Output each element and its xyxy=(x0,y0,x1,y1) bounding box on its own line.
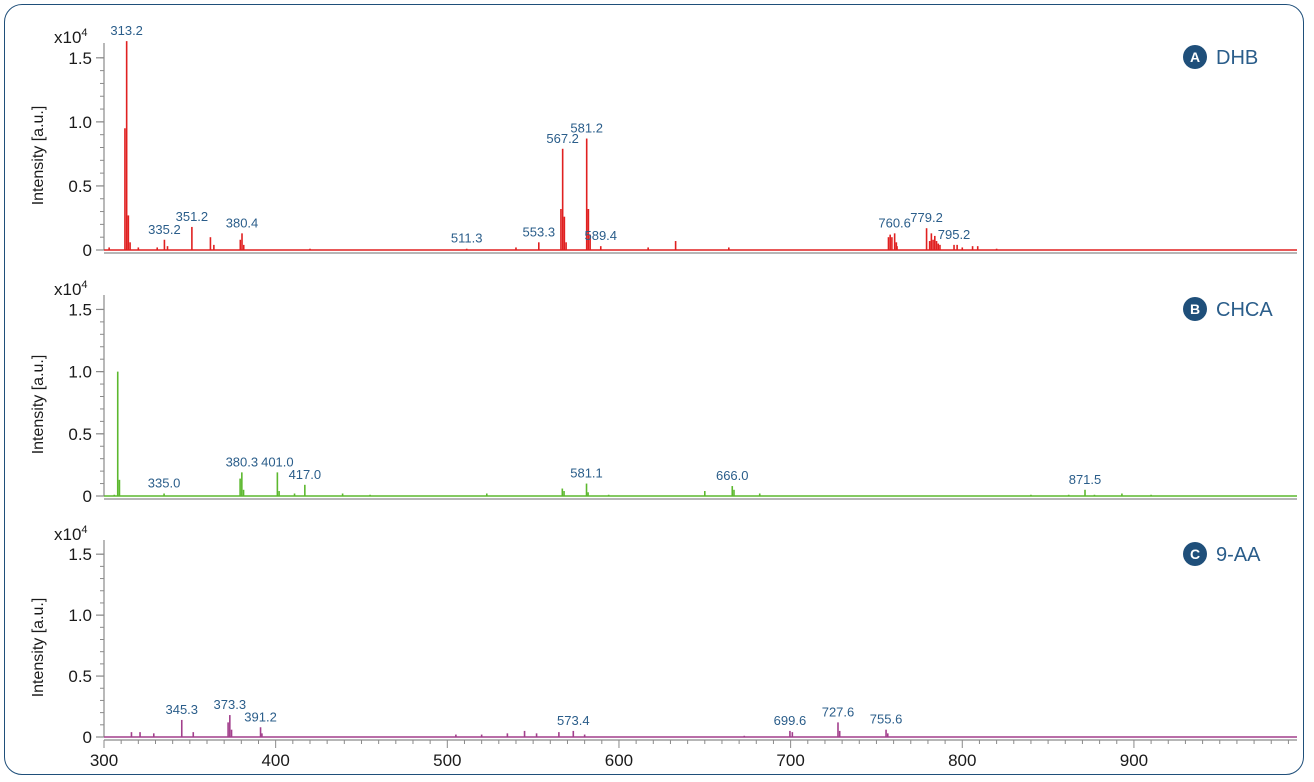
peak-label: 871.5 xyxy=(1069,472,1102,487)
y-multiplier: x104 xyxy=(54,279,88,299)
panel-badge-letter: B xyxy=(1190,301,1200,317)
y-tick-label: 1.5 xyxy=(68,49,92,68)
panel-badge-circle xyxy=(1183,45,1207,69)
peak-label: 351.2 xyxy=(176,209,209,224)
y-multiplier-base: x10 xyxy=(54,525,81,544)
y-tick-label: 1.5 xyxy=(68,545,92,564)
matrix-name: DHB xyxy=(1216,47,1258,69)
y-tick-label: 0.5 xyxy=(68,177,92,196)
y-multiplier-base: x10 xyxy=(54,280,81,299)
panel-badge-circle xyxy=(1183,297,1207,321)
peak-label: 373.3 xyxy=(214,697,247,712)
x-tick-label: 800 xyxy=(948,751,976,770)
x-tick-label: 600 xyxy=(605,751,633,770)
peak-label: 567.2 xyxy=(546,131,579,146)
peak-label: 391.2 xyxy=(244,709,277,724)
x-tick-label: 400 xyxy=(261,751,289,770)
peak-label: 760.6 xyxy=(878,215,911,230)
peak-label: 401.0 xyxy=(261,454,294,469)
x-tick-label: 500 xyxy=(433,751,461,770)
peak-label: 589.4 xyxy=(584,228,617,243)
y-multiplier-exponent: 4 xyxy=(81,524,87,536)
peak-label: 727.6 xyxy=(822,704,855,719)
y-tick-label: 0 xyxy=(83,487,92,506)
peak-label: 345.3 xyxy=(165,702,198,717)
y-tick-label: 1.5 xyxy=(68,300,92,319)
peak-label: 380.4 xyxy=(226,215,259,230)
matrix-name: CHCA xyxy=(1216,299,1273,321)
matrix-name: 9-AA xyxy=(1216,544,1261,566)
figure-frame xyxy=(4,4,1304,775)
peak-label: 795.2 xyxy=(938,227,971,242)
peak-label: 581.1 xyxy=(570,466,603,481)
y-axis-label: Intensity [a.u.] xyxy=(30,598,47,698)
panel-badge-letter: A xyxy=(1190,49,1200,65)
y-multiplier: x104 xyxy=(54,524,88,544)
y-tick-label: 1.0 xyxy=(68,606,92,625)
panel-badge-letter: C xyxy=(1190,546,1200,562)
panel-badge-circle xyxy=(1183,542,1207,566)
peak-label: 417.0 xyxy=(289,467,322,482)
x-tick-label: 900 xyxy=(1120,751,1148,770)
y-tick-label: 1.0 xyxy=(68,363,92,382)
y-axis-label: Intensity [a.u.] xyxy=(30,106,47,206)
peak-label: 573.4 xyxy=(557,713,590,728)
peak-label: 380.3 xyxy=(226,454,259,469)
y-tick-label: 0 xyxy=(83,241,92,260)
y-axis-label: Intensity [a.u.] xyxy=(30,355,47,455)
peak-label: 553.3 xyxy=(523,224,556,239)
y-multiplier-exponent: 4 xyxy=(81,27,87,39)
peak-label: 511.3 xyxy=(451,231,483,246)
y-tick-label: 1.0 xyxy=(68,113,92,132)
peak-label: 699.6 xyxy=(774,713,807,728)
peak-label: 666.0 xyxy=(716,468,749,483)
peak-label: 335.0 xyxy=(148,476,181,491)
peak-label: 779.2 xyxy=(910,210,943,225)
y-tick-label: 0.5 xyxy=(68,425,92,444)
y-tick-label: 0.5 xyxy=(68,667,92,686)
y-multiplier: x104 xyxy=(54,27,88,47)
peak-label: 335.2 xyxy=(148,222,181,237)
y-multiplier-base: x10 xyxy=(54,28,81,47)
y-multiplier-exponent: 4 xyxy=(81,279,87,291)
peak-label: 581.2 xyxy=(570,121,603,136)
y-tick-label: 0 xyxy=(83,728,92,747)
x-tick-label: 700 xyxy=(776,751,804,770)
peak-label: 755.6 xyxy=(870,712,903,727)
x-tick-label: 300 xyxy=(90,751,118,770)
peak-label: 313.2 xyxy=(110,23,143,38)
